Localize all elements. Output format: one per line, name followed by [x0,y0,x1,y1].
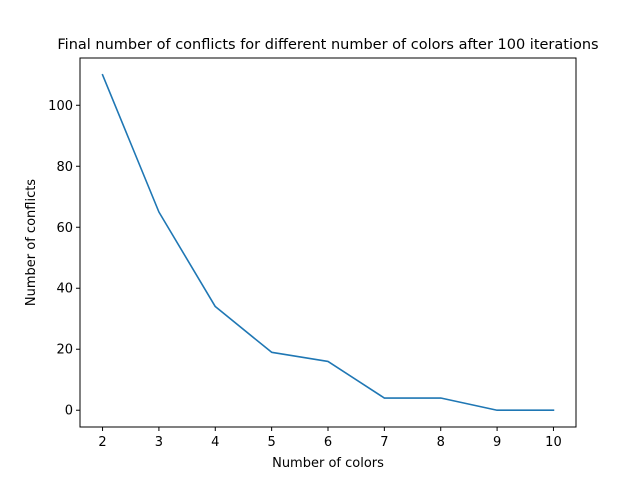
x-tick-label: 8 [437,435,445,450]
y-tick-label: 100 [48,99,73,114]
x-tick-label: 4 [211,435,219,450]
series-layer [101,73,555,412]
x-tick-label: 2 [98,435,106,450]
y-tick-label: 60 [56,221,73,236]
y-tick-label: 80 [56,160,73,175]
x-axis-label: Number of colors [272,456,384,471]
plot-frame [79,57,577,428]
y-tick-label: 20 [56,343,73,358]
x-tick-label: 3 [155,435,163,450]
x-tick-label: 5 [267,435,275,450]
y-tick-label: 40 [56,282,73,297]
chart-title: Final number of conflicts for different … [57,37,598,53]
x-tick-label: 6 [324,435,332,450]
y-tick-label: 0 [65,404,73,419]
x-tick-label: 7 [380,435,388,450]
x-tick-label: 9 [493,435,501,450]
y-axis-ticks: 0 20 40 60 80 100 [48,99,80,419]
series-line [101,73,555,412]
x-tick-label: 10 [545,435,562,450]
x-axis-ticks: 2 3 4 5 6 7 8 9 10 [98,427,562,450]
y-axis-label: Number of conflicts [24,179,39,306]
